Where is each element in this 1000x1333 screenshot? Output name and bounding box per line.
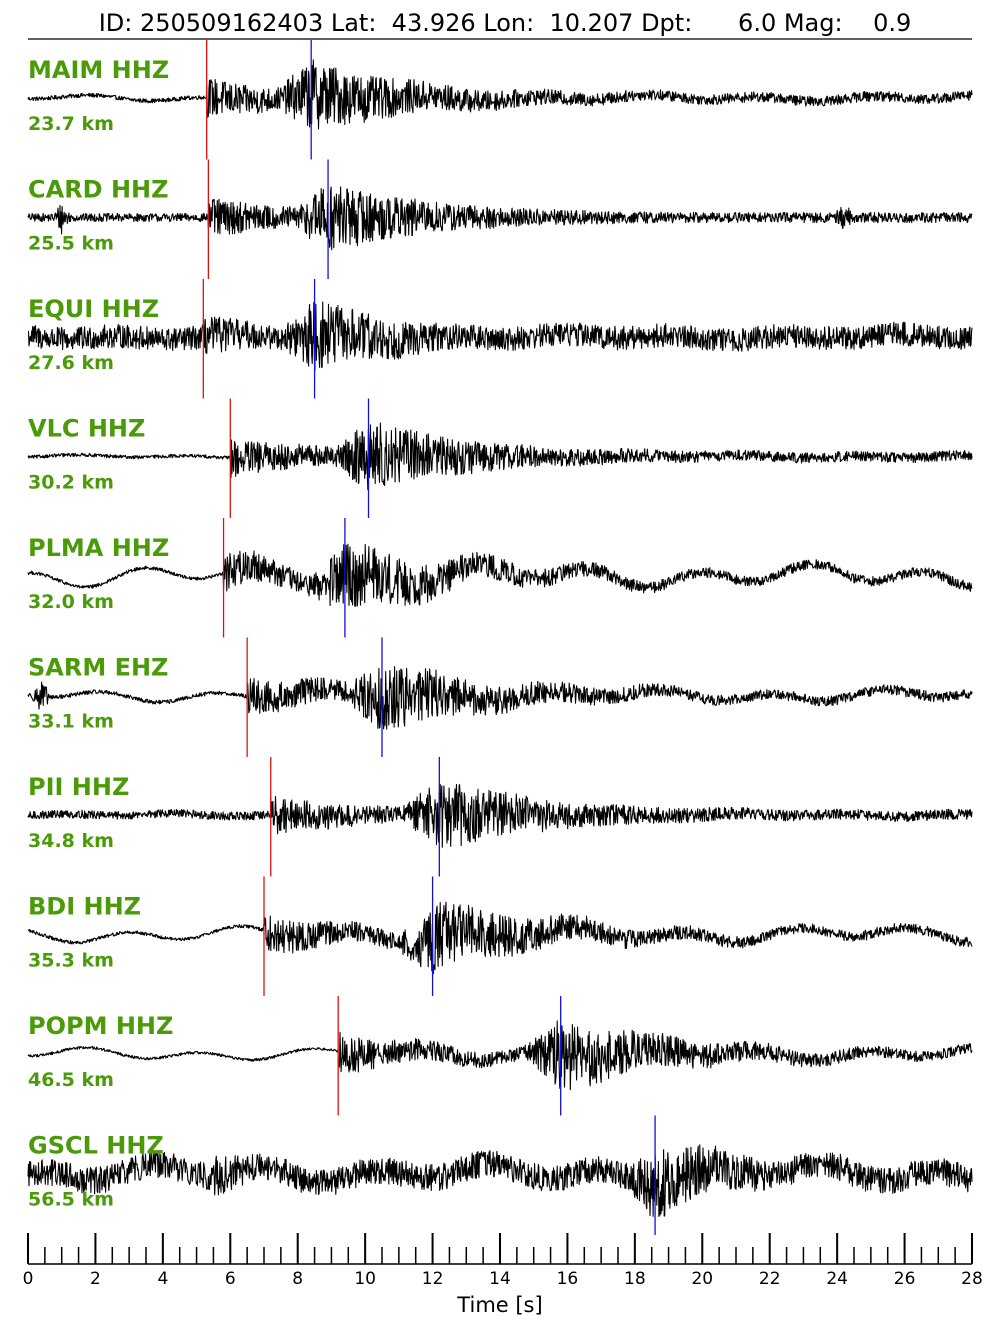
x-axis-label: Time [s] [456, 1293, 542, 1317]
trace-row: PII HHZ 34.8 km [27, 757, 973, 877]
distance-label: 23.7 km [28, 113, 114, 135]
x-tick-label: 10 [354, 1269, 376, 1289]
trace-row: PLMA HHZ 32.0 km [27, 518, 973, 638]
waveform-trace [27, 1144, 973, 1218]
station-label: CARD HHZ [28, 176, 169, 204]
x-tick-label: 6 [225, 1269, 236, 1289]
x-tick-label: 22 [759, 1269, 781, 1289]
distance-label: 27.6 km [28, 352, 114, 374]
x-tick-label: 24 [826, 1269, 848, 1289]
distance-label: 56.5 km [28, 1189, 114, 1211]
trace-row: BDI HHZ 35.3 km [27, 876, 973, 996]
trace-row: POPM HHZ 46.5 km [27, 996, 973, 1116]
station-label: SARM EHZ [28, 654, 168, 682]
x-tick-label: 20 [691, 1269, 713, 1289]
waveform-trace [27, 301, 973, 372]
x-tick-label: 18 [624, 1269, 646, 1289]
waveform-trace [27, 1020, 973, 1091]
distance-label: 34.8 km [28, 830, 114, 852]
plot-title: ID: 250509162403 Lat: 43.926 Lon: 10.207… [99, 9, 912, 37]
trace-row: EQUI HHZ 27.6 km [27, 279, 973, 399]
station-label: MAIM HHZ [28, 56, 169, 84]
trace-row: SARM EHZ 33.1 km [27, 637, 973, 757]
trace-row: VLC HHZ 30.2 km [27, 398, 973, 518]
trace-row: MAIM HHZ 23.7 km [27, 40, 973, 160]
station-label: PII HHZ [28, 773, 129, 801]
x-tick-label: 14 [489, 1269, 511, 1289]
distance-label: 30.2 km [28, 472, 114, 494]
distance-label: 35.3 km [28, 950, 114, 972]
waveform-trace [27, 186, 973, 251]
time-axis: 0 2 4 6 8 10 12 14 16 18 20 22 24 26 28 [23, 1233, 983, 1289]
distance-label: 32.0 km [28, 591, 114, 613]
x-tick-label: 0 [23, 1269, 34, 1289]
x-tick-label: 26 [894, 1269, 916, 1289]
x-tick-label: 4 [157, 1269, 168, 1289]
station-label: GSCL HHZ [28, 1132, 164, 1160]
x-tick-label: 8 [292, 1269, 303, 1289]
waveform-trace [27, 901, 973, 975]
station-label: POPM HHZ [28, 1012, 173, 1040]
station-label: BDI HHZ [28, 893, 141, 921]
station-label: EQUI HHZ [28, 295, 159, 323]
waveform-trace [27, 666, 973, 730]
station-label: PLMA HHZ [28, 534, 169, 562]
distance-label: 46.5 km [28, 1069, 114, 1091]
waveform-trace [27, 422, 973, 491]
x-tick-label: 28 [961, 1269, 983, 1289]
traces-group: MAIM HHZ 23.7 km CARD HHZ 25.5 km EQUI HHZ 27… [27, 40, 973, 1235]
distance-label: 25.5 km [28, 233, 114, 255]
waveform-trace [27, 543, 973, 607]
trace-row: GSCL HHZ 56.5 km [27, 1115, 973, 1235]
station-label: VLC HHZ [28, 415, 145, 443]
waveform-trace [27, 783, 973, 848]
distance-label: 33.1 km [28, 711, 114, 733]
trace-row: CARD HHZ 25.5 km [27, 159, 973, 279]
x-tick-label: 16 [557, 1269, 579, 1289]
waveform-trace [27, 59, 973, 130]
x-tick-label: 2 [90, 1269, 101, 1289]
x-tick-label: 12 [422, 1269, 444, 1289]
